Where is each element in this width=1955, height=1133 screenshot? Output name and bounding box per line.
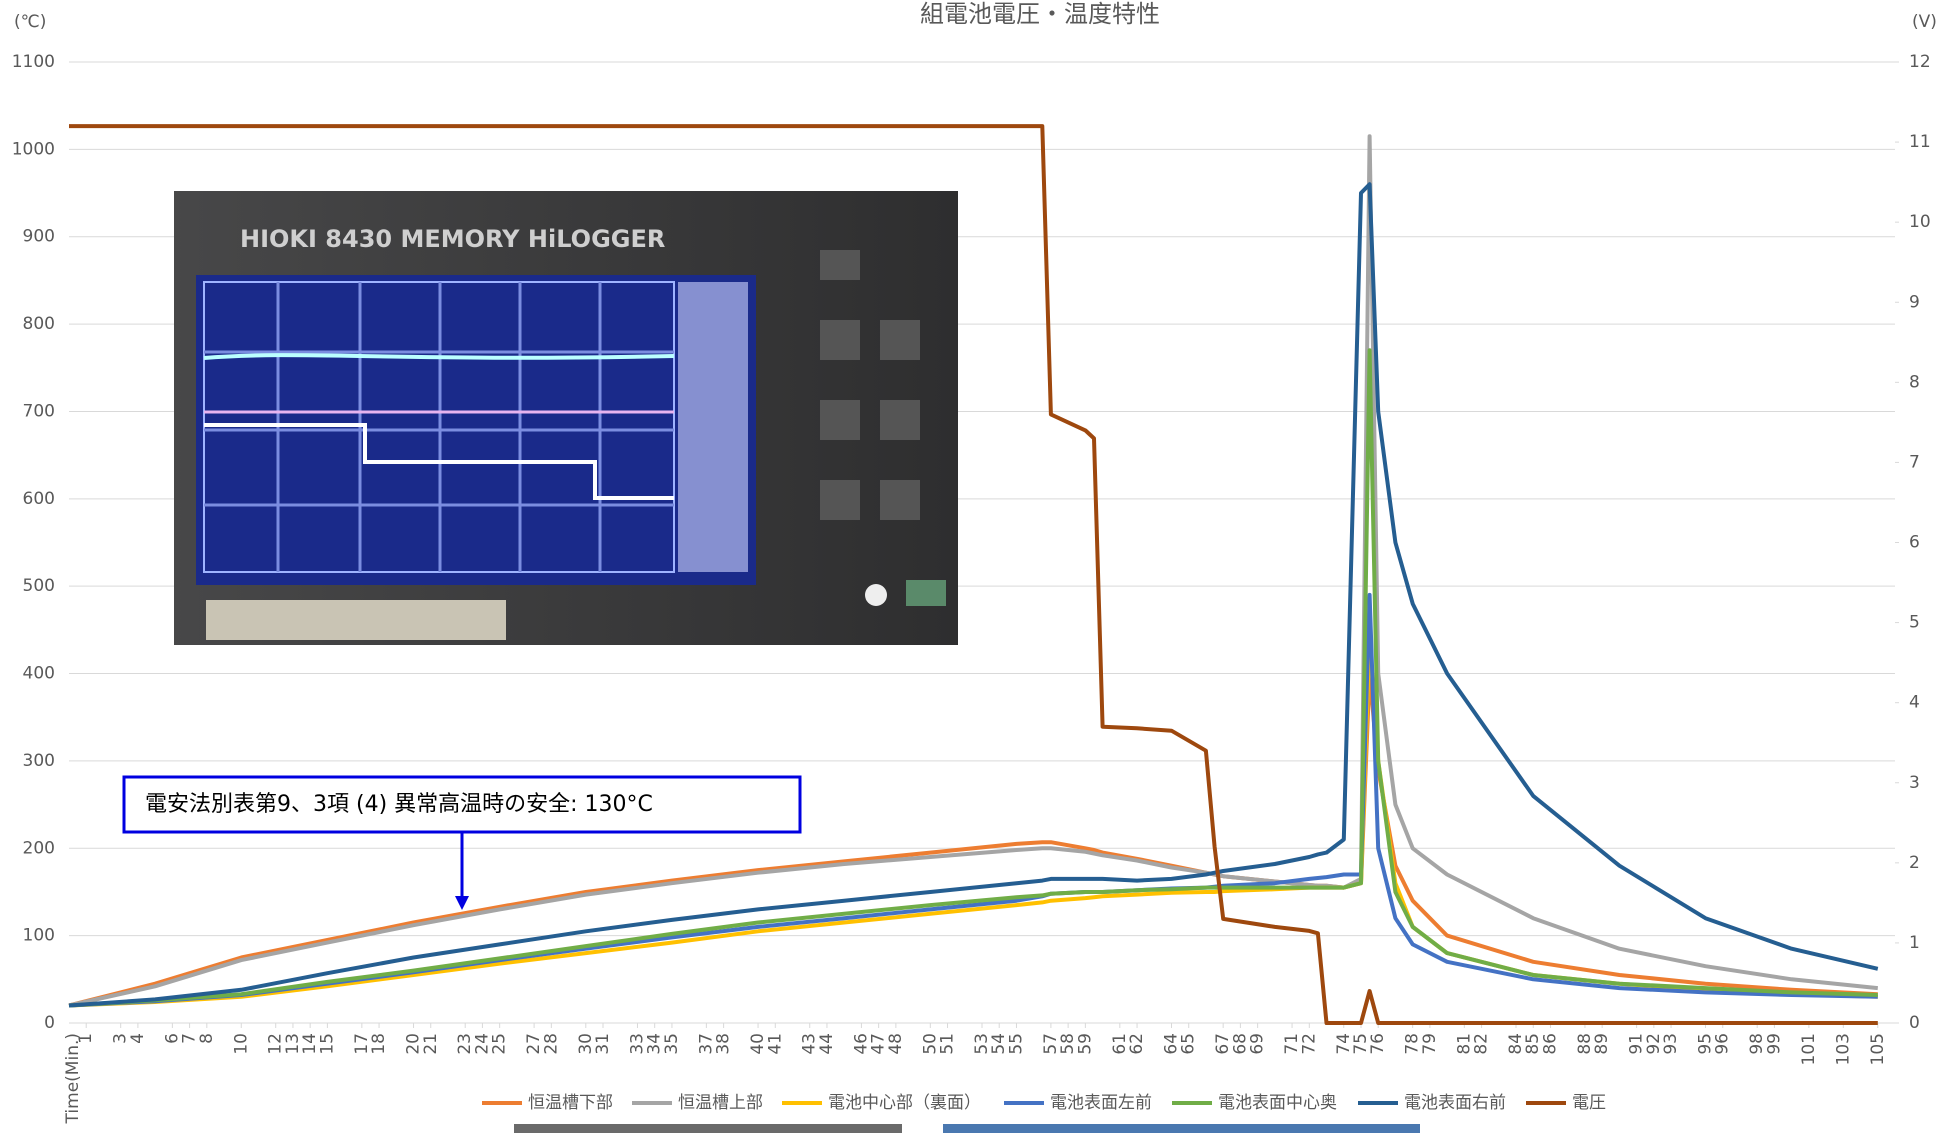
x-tick-label: 69 (1248, 1033, 1268, 1055)
series-line (69, 674, 1878, 1006)
y2-tick-label: 8 (1909, 372, 1920, 392)
x-tick-label: 65 (1179, 1033, 1199, 1055)
x-tick-label: 59 (1075, 1033, 1095, 1055)
x-tick-label: 72 (1299, 1033, 1319, 1055)
y2-tick-label: 12 (1909, 52, 1931, 72)
photo-strip (514, 1124, 902, 1133)
x-tick-label: 101 (1799, 1033, 1819, 1065)
y2-tick-label: 10 (1909, 212, 1931, 232)
x-tick-label: 89 (1592, 1033, 1612, 1055)
legend: 恒温槽下部 恒温槽上部 電池中心部（裏面） 電池表面左前 電池表面中心奥 電池表面右前 電圧 (482, 1092, 1606, 1113)
device-label: HIOKI 8430 MEMORY HiLOGGER (240, 225, 665, 253)
legend-label: 電池表面右前 (1404, 1093, 1506, 1113)
y-tick-label: 900 (23, 227, 55, 247)
x-tick-label: 41 (765, 1033, 785, 1055)
x-tick-label: 76 (1368, 1033, 1388, 1055)
y2-tick-label: 5 (1909, 613, 1920, 633)
chart-title: 組電池電圧・温度特性 (920, 0, 1160, 28)
x-tick-label: 51 (938, 1033, 958, 1055)
x-tick-label: 82 (1472, 1033, 1492, 1055)
y-tick-label: 800 (23, 314, 55, 334)
x-tick-label: 8 (197, 1033, 217, 1044)
x-tick-label: 44 (817, 1033, 837, 1055)
y2-tick-label: 1 (1909, 933, 1920, 953)
y2-tick-label: 2 (1909, 853, 1920, 873)
y-tick-label: 100 (23, 926, 55, 946)
x-tick-label: 103 (1833, 1033, 1853, 1065)
y-tick-label: 1100 (12, 52, 55, 72)
legend-label: 電圧 (1572, 1093, 1606, 1113)
y-tick-label: 300 (23, 751, 55, 771)
x-tick-label: 18 (369, 1033, 389, 1055)
y-axis-label: (℃) (14, 12, 46, 32)
y-tick-label: 600 (23, 489, 55, 509)
y2-tick-label: 6 (1909, 533, 1920, 553)
y2-tick-label: 9 (1909, 292, 1920, 312)
legend-label: 電池中心部（裏面） (828, 1092, 981, 1113)
photo-strip (943, 1124, 1420, 1133)
y2-tick-label: 4 (1909, 693, 1920, 713)
legend-label: 恒温槽上部 (678, 1093, 763, 1113)
legend-label: 電池表面中心奥 (1218, 1093, 1337, 1113)
y-tick-label: 500 (23, 576, 55, 596)
annotation: 電安法別表第9、3項 (4) 異常高温時の安全: 130°C (145, 792, 653, 817)
x-tick-label: 21 (421, 1033, 441, 1055)
x-tick-label: 96 (1713, 1033, 1733, 1055)
legend-label: 電池表面左前 (1050, 1093, 1152, 1113)
x-tick-label: 79 (1420, 1033, 1440, 1055)
y-tick-label: 0 (44, 1013, 55, 1033)
x-tick-label: 86 (1540, 1033, 1560, 1055)
y2-tick-label: 0 (1909, 1013, 1920, 1033)
x-tick-label: 55 (1006, 1033, 1026, 1055)
x-tick-label: 38 (714, 1033, 734, 1055)
x-tick-label: 35 (662, 1033, 682, 1055)
y2-tick-label: 7 (1909, 452, 1920, 472)
y-tick-label: 700 (23, 401, 55, 421)
legend-label: 恒温槽下部 (528, 1093, 613, 1113)
y-tick-label: 400 (23, 664, 55, 684)
y2-axis-label: (V) (1912, 12, 1937, 32)
x-tick-label: 93 (1661, 1033, 1681, 1055)
x-tick-label: 28 (541, 1033, 561, 1055)
y2-tick-label: 11 (1909, 132, 1931, 152)
chart: 組電池電圧・温度特性 (℃) (V) 010020030040050060070… (0, 0, 1955, 1133)
inset-photo: HIOKI 8430 MEMORY HiLOGGER (174, 191, 958, 645)
x-tick-label: 4 (128, 1033, 148, 1044)
x-tick-label: 31 (593, 1033, 613, 1055)
y2-tick-label: 3 (1909, 773, 1920, 793)
y-tick-label: 1000 (12, 139, 55, 159)
x-tick-label: 10 (231, 1033, 251, 1055)
x-tick-label: 62 (1127, 1033, 1147, 1055)
x-tick-label: 15 (317, 1033, 337, 1055)
x-tick-label: 105 (1868, 1033, 1888, 1065)
annotation-arrow-head (455, 896, 469, 910)
x-tick-label: 25 (490, 1033, 510, 1055)
x-axis-label: Time(Min.) (63, 1033, 83, 1124)
x-tick-label: 48 (886, 1033, 906, 1055)
x-tick-label: 99 (1764, 1033, 1784, 1055)
y-tick-label: 200 (23, 838, 55, 858)
